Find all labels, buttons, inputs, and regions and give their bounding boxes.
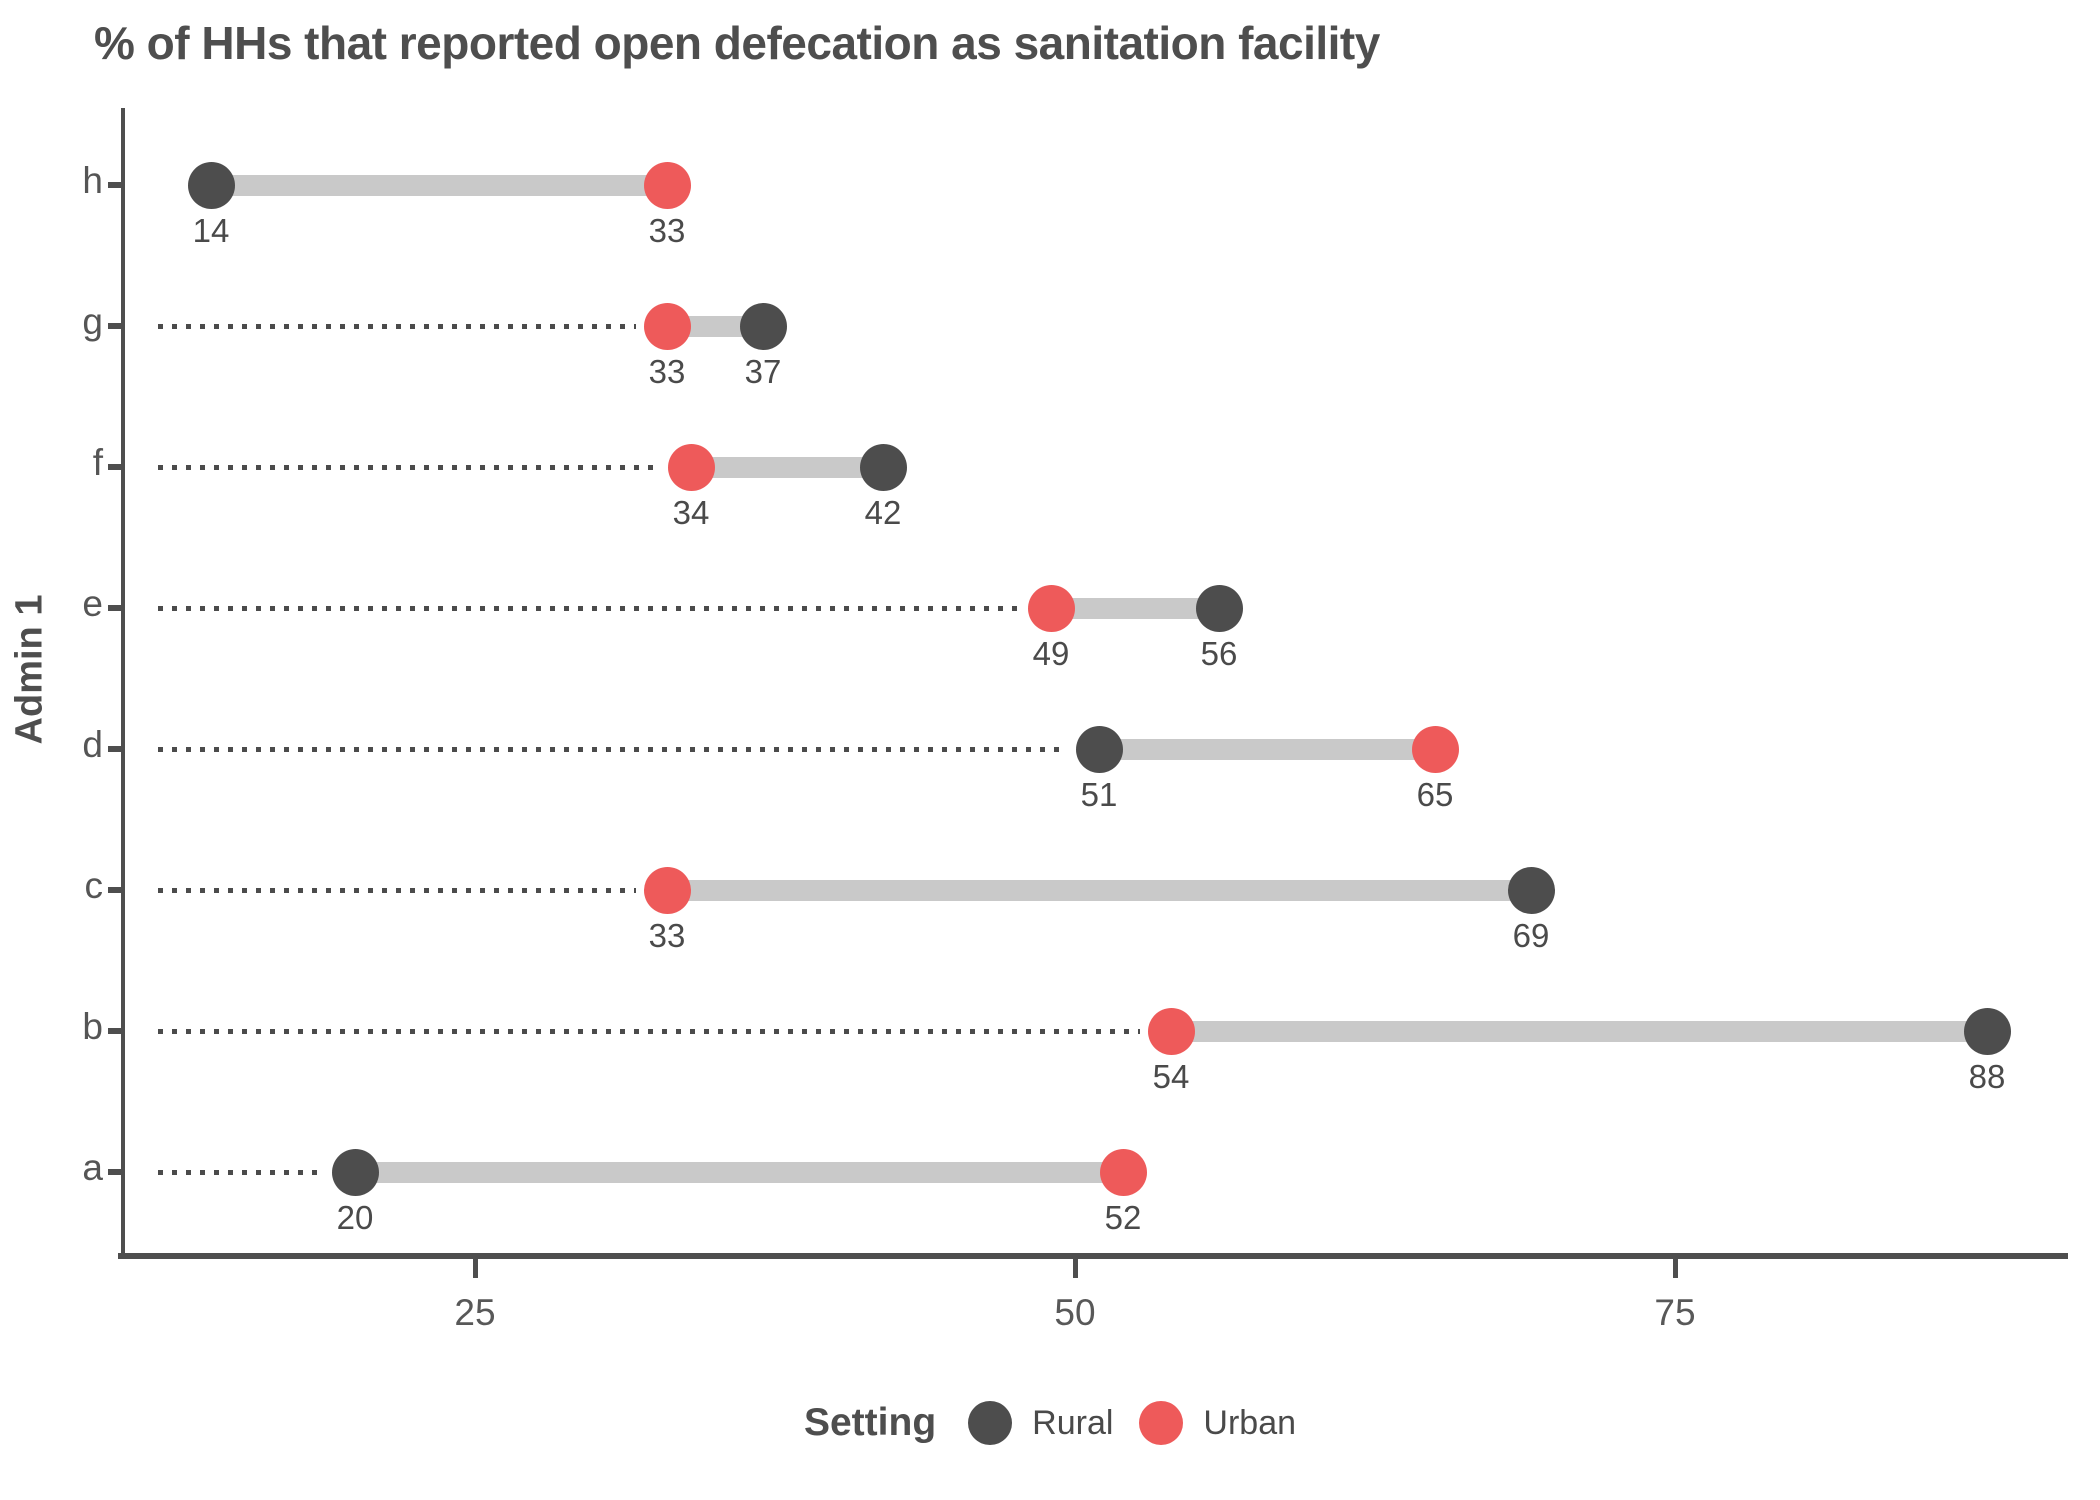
y-tick — [108, 1169, 121, 1175]
y-tick — [108, 464, 121, 470]
connector-bar — [691, 456, 883, 478]
leader-dotted-line — [158, 1169, 324, 1175]
legend-label-rural: Rural — [1032, 1403, 1114, 1442]
y-tick — [108, 605, 121, 611]
value-label: 52 — [1104, 1199, 1142, 1236]
y-tick — [108, 323, 121, 329]
y-tick — [108, 182, 121, 188]
urban-data-point — [643, 161, 691, 209]
connector-bar — [667, 315, 763, 337]
legend-label-urban: Urban — [1203, 1403, 1297, 1442]
urban-data-point — [1099, 1148, 1147, 1196]
x-tick — [1072, 1259, 1078, 1278]
value-label: 20 — [336, 1199, 374, 1236]
leader-dotted-line — [158, 1028, 1140, 1034]
x-axis-line — [118, 1253, 2068, 1259]
rural-data-point — [739, 302, 787, 350]
value-label: 65 — [1416, 776, 1454, 813]
value-label: 42 — [864, 494, 902, 531]
connector-bar — [1051, 597, 1219, 619]
rural-data-point — [1075, 725, 1123, 773]
chart-title: % of HHs that reported open defecation a… — [94, 17, 1380, 69]
value-label: 88 — [1968, 1058, 2006, 1095]
rural-data-point — [1963, 1007, 2011, 1055]
urban-data-point — [1147, 1007, 1195, 1055]
leader-dotted-line — [158, 746, 1068, 752]
leader-dotted-line — [158, 464, 660, 470]
category-label: h — [82, 160, 103, 201]
value-label: 54 — [1152, 1058, 1190, 1095]
category-label: g — [82, 301, 103, 342]
y-axis-line — [121, 108, 125, 1257]
legend-title: Setting — [803, 1401, 937, 1444]
value-label: 37 — [744, 353, 782, 390]
value-label: 14 — [192, 212, 230, 249]
connector-bar — [355, 1161, 1123, 1183]
leader-dotted-line — [158, 605, 1020, 611]
value-label: 51 — [1080, 776, 1118, 813]
value-label: 69 — [1512, 917, 1550, 954]
category-label: a — [82, 1147, 103, 1188]
rural-data-point — [187, 161, 235, 209]
leader-dotted-line — [158, 887, 636, 893]
connector-bar — [1099, 738, 1435, 760]
urban-data-point — [643, 302, 691, 350]
legend-item-rural: Rural — [968, 1401, 1113, 1445]
value-label: 33 — [648, 212, 686, 249]
category-label: e — [82, 583, 103, 624]
category-label: b — [82, 1006, 103, 1047]
x-tick-label: 75 — [1654, 1292, 1696, 1333]
category-label: f — [92, 442, 103, 483]
y-tick — [108, 1028, 121, 1034]
category-label: c — [84, 865, 104, 906]
value-label: 34 — [672, 494, 710, 531]
x-tick — [472, 1259, 478, 1278]
legend-item-urban: Urban — [1139, 1401, 1296, 1445]
value-label: 56 — [1200, 635, 1238, 672]
connector-bar — [211, 174, 667, 196]
urban-swatch-icon — [1139, 1401, 1184, 1445]
urban-data-point — [667, 443, 715, 491]
y-tick — [108, 887, 121, 893]
value-label: 33 — [648, 917, 686, 954]
rural-data-point — [1507, 866, 1555, 914]
x-tick-label: 50 — [1054, 1292, 1096, 1333]
legend: Setting Rural Urban — [0, 1388, 2100, 1458]
rural-data-point — [1195, 584, 1243, 632]
rural-data-point — [331, 1148, 379, 1196]
urban-data-point — [643, 866, 691, 914]
value-label: 33 — [648, 353, 686, 390]
category-label: d — [82, 724, 103, 765]
connector-bar — [667, 879, 1531, 901]
rural-swatch-icon — [968, 1401, 1013, 1445]
urban-data-point — [1411, 725, 1459, 773]
y-axis-title: Admin 1 — [8, 594, 51, 745]
urban-data-point — [1027, 584, 1075, 632]
leader-dotted-line — [158, 323, 636, 329]
y-tick — [108, 746, 121, 752]
x-tick-label: 25 — [454, 1292, 496, 1333]
value-label: 49 — [1032, 635, 1070, 672]
connector-bar — [1171, 1020, 1987, 1042]
x-tick — [1672, 1259, 1678, 1278]
rural-data-point — [859, 443, 907, 491]
